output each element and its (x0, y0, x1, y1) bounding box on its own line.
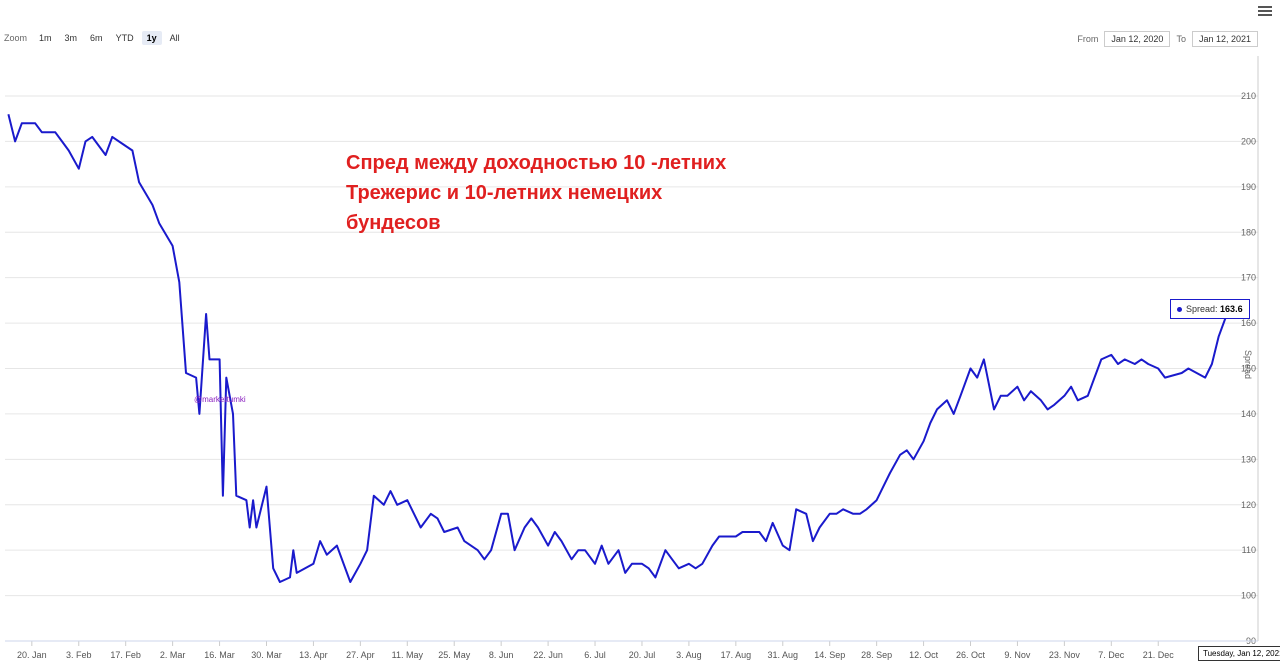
spread-series-line (7, 113, 1233, 583)
x-tick-label: 31. Aug (768, 650, 799, 660)
y-axis-label: Spread (1243, 350, 1253, 380)
y-tick-label: 100 (1241, 591, 1256, 601)
tooltip-label: Spread: (1186, 304, 1218, 314)
zoom-toolbar: Zoom 1m 3m 6m YTD 1y All (4, 31, 185, 45)
y-tick-label: 140 (1241, 409, 1256, 419)
x-tick-label: 3. Aug (676, 650, 702, 660)
x-tick-label: 26. Oct (956, 650, 986, 660)
x-tick-label: 11. May (392, 650, 424, 660)
x-tick-label: 3. Feb (66, 650, 92, 660)
y-tick-label: 120 (1241, 500, 1256, 510)
x-tick-label: 2. Mar (160, 650, 186, 660)
y-tick-label: 150 (1241, 364, 1256, 374)
date-range: From Jan 12, 2020 To Jan 12, 2021 (1077, 31, 1258, 47)
to-label: To (1176, 34, 1186, 44)
x-tick-label: 14. Sep (814, 650, 845, 660)
x-tick-label: 8. Jun (489, 650, 514, 660)
x-tick-label: 12. Oct (909, 650, 939, 660)
x-tick-label: 9. Nov (1004, 650, 1031, 660)
y-tick-label: 170 (1241, 273, 1256, 283)
x-tick-label: 30. Mar (251, 650, 282, 660)
annotation-line-1: Спред между доходностью 10 -летних (346, 152, 727, 174)
from-label: From (1077, 34, 1099, 44)
y-tick-label: 110 (1242, 545, 1256, 555)
chart-annotation: Спред между доходностью 10 -летних Треже… (346, 148, 786, 238)
x-tick-label: 6. Jul (584, 650, 606, 660)
y-tick-label: 190 (1241, 182, 1256, 192)
watermark: @markettumki (194, 395, 246, 404)
tooltip-value: 163.6 (1220, 304, 1243, 314)
grid-lines (5, 56, 1259, 642)
to-date-input[interactable]: Jan 12, 2021 (1191, 31, 1258, 47)
y-tick-label: 180 (1241, 227, 1256, 237)
x-axis-ticks: 20. Jan 3. Feb 17. Feb 2. Mar 16. Mar 30. Mar… (5, 640, 1258, 660)
annotation-line-2: Трежерис и 10-летних немецких (346, 182, 663, 204)
from-date-input[interactable]: Jan 12, 2020 (1104, 31, 1171, 47)
range-button-1m[interactable]: 1m (39, 33, 52, 43)
x-tick-label: 20. Jan (17, 650, 47, 660)
y-tick-label: 200 (1241, 136, 1256, 146)
range-button-1y[interactable]: 1y (141, 31, 162, 45)
x-tick-label: 17. Feb (110, 650, 141, 660)
crosshair-date-badge: Tuesday, Jan 12, 2021 (1198, 646, 1280, 661)
zoom-label: Zoom (4, 33, 28, 43)
range-button-ytd[interactable]: YTD (115, 33, 134, 43)
x-tick-label: 20. Jul (629, 650, 656, 660)
x-tick-label: 17. Aug (721, 650, 752, 660)
range-button-3m[interactable]: 3m (64, 33, 78, 43)
x-tick-label: 25. May (438, 650, 471, 660)
range-button-6m[interactable]: 6m (90, 33, 103, 43)
x-tick-label: 28. Sep (861, 650, 892, 660)
x-tick-label: 16. Mar (204, 650, 235, 660)
x-tick-label: 21. Dec (1143, 650, 1175, 660)
y-tick-label: 130 (1241, 454, 1256, 464)
annotation-line-3: бундесов (346, 212, 441, 234)
menu-icon[interactable] (1258, 4, 1272, 18)
tooltip-dot-icon (1177, 307, 1182, 313)
range-button-all[interactable]: All (169, 33, 180, 43)
y-tick-label: 210 (1241, 91, 1256, 101)
x-tick-label: 27. Apr (346, 650, 375, 660)
x-tick-label: 23. Nov (1049, 650, 1081, 660)
x-tick-label: 13. Apr (299, 650, 328, 660)
spread-tooltip: Spread: 163.6 (1170, 299, 1250, 319)
y-tick-label: 160 (1241, 318, 1256, 328)
x-tick-label: 22. Jun (533, 650, 563, 660)
x-tick-label: 7. Dec (1098, 650, 1125, 660)
